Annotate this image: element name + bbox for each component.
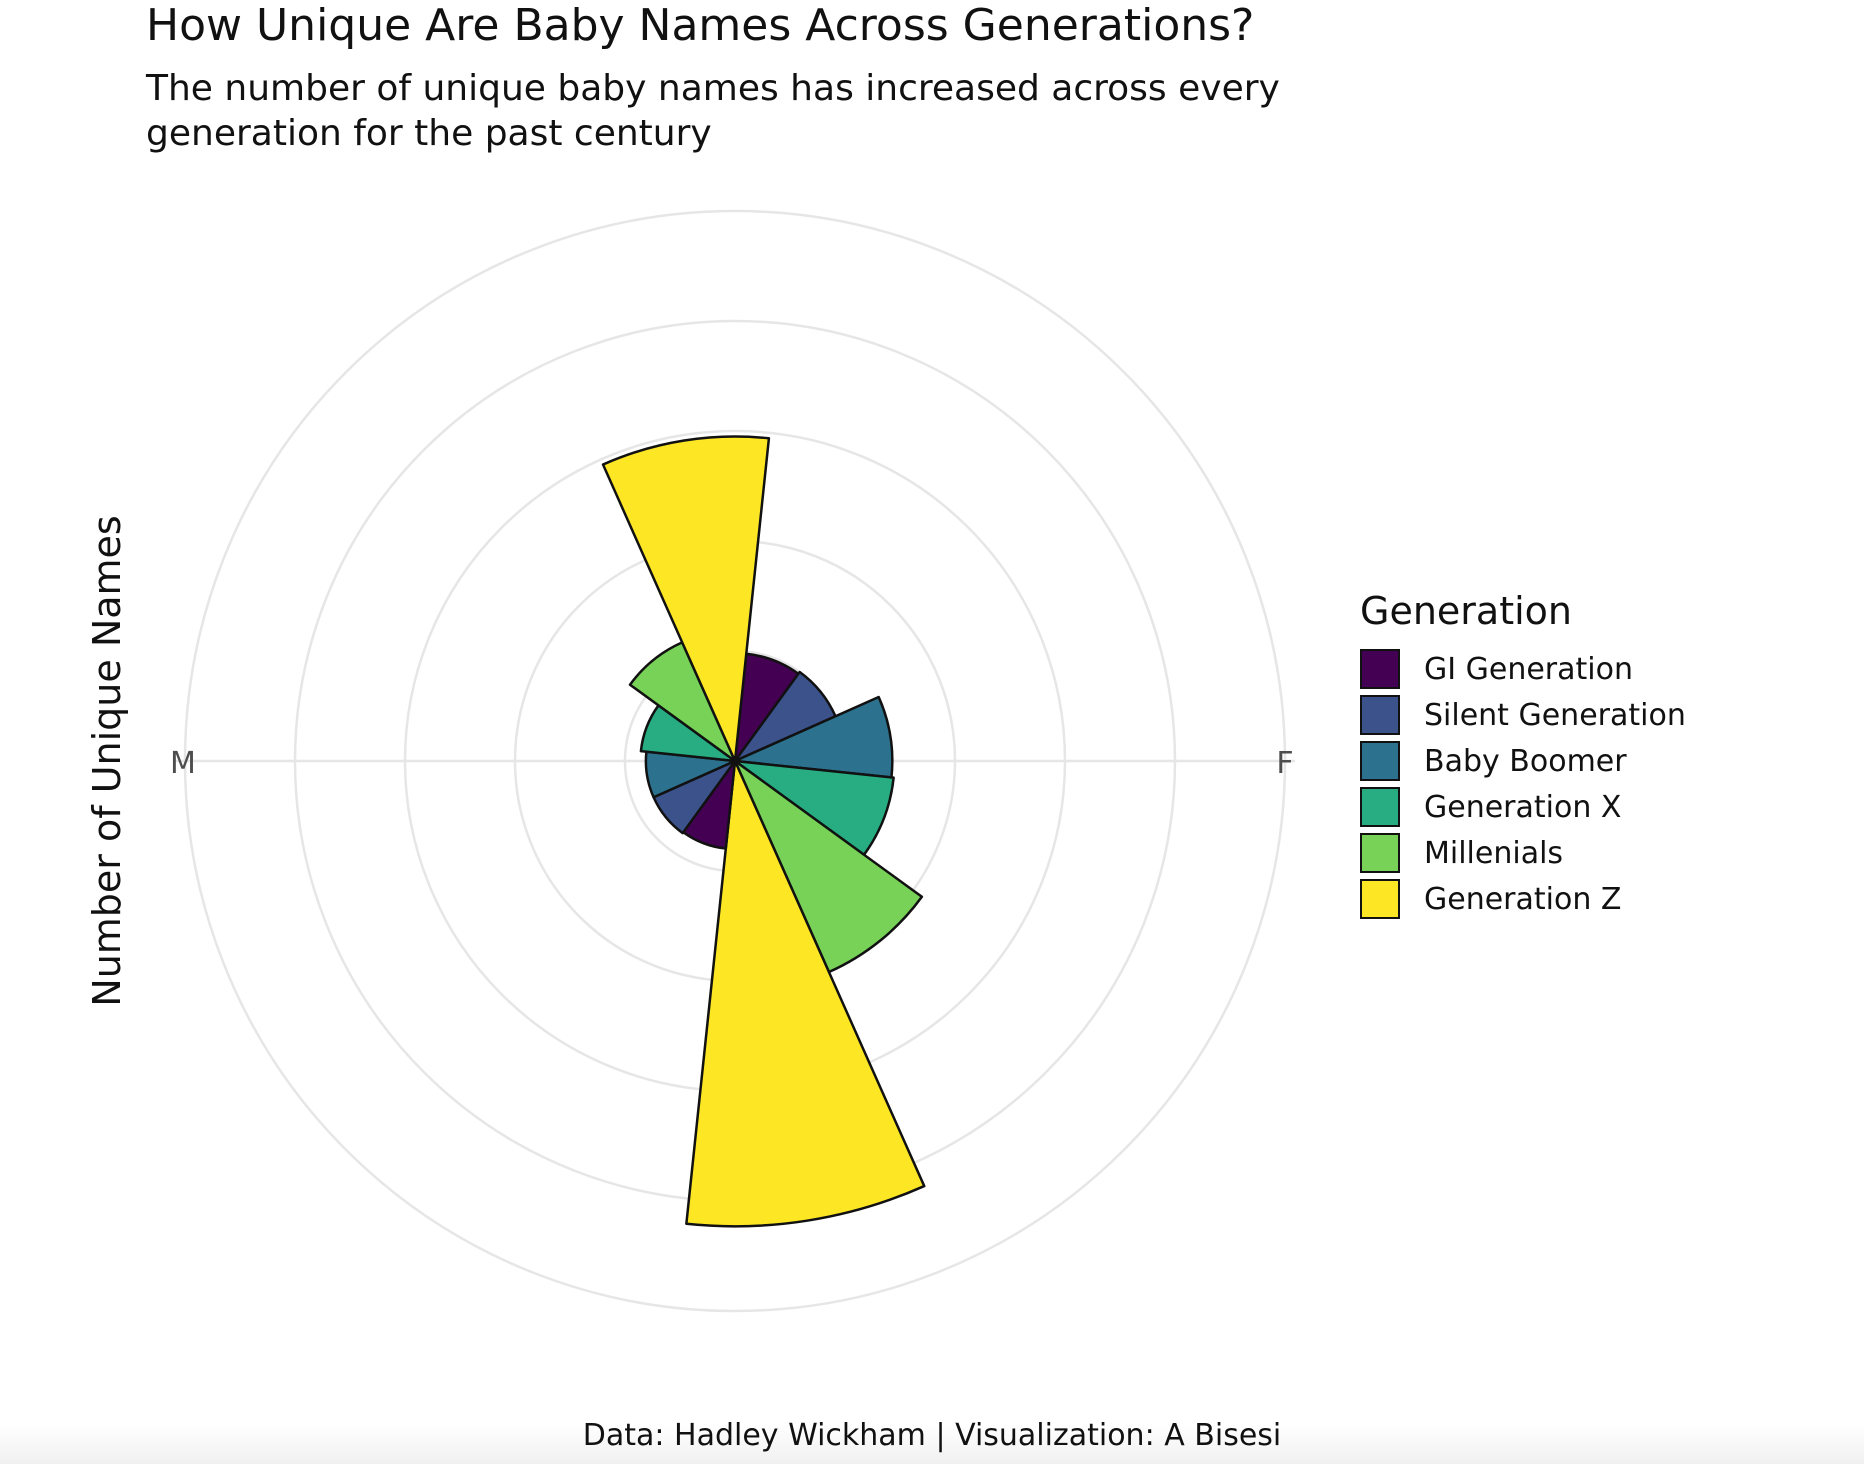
legend-label: Generation X [1424,789,1622,825]
legend-label: Silent Generation [1424,697,1686,733]
caption: Data: Hadley Wickham | Visualization: A … [582,1418,1282,1453]
legend-label: Generation Z [1424,881,1622,917]
legend-item: GI Generation [1360,646,1686,692]
legend-swatch [1360,833,1400,873]
bar-f-generation-z [685,759,926,1228]
legend-label: GI Generation [1424,651,1633,687]
category-tick-labels: FM [170,746,1294,781]
legend-swatch [1360,695,1400,735]
legend-item: Generation Z [1360,876,1686,922]
bar-m-generation-z [601,435,771,763]
legend-item: Millenials [1360,830,1686,876]
legend-items: GI Generation Silent Generation Baby Boome… [1360,646,1686,922]
legend-label: Baby Boomer [1424,743,1627,779]
legend-swatch [1360,649,1400,689]
legend-title: Generation [1360,589,1572,633]
chart-subtitle: The number of unique baby names has incr… [146,68,1280,154]
chart-title: How Unique Are Baby Names Across Generat… [146,0,1255,51]
legend-item: Baby Boomer [1360,738,1686,784]
legend-item: Generation X [1360,784,1686,830]
legend-swatch [1360,787,1400,827]
legend-swatch [1360,741,1400,781]
legend-item: Silent Generation [1360,692,1686,738]
legend-swatch [1360,879,1400,919]
tick-label-m: M [170,746,196,781]
legend: Generation GI Generation Silent Generatio… [1360,588,1686,922]
bar-f-millenials [733,759,924,974]
tick-label-f: F [1276,746,1293,781]
chart-bars [601,435,926,1228]
legend-label: Millenials [1424,835,1564,871]
